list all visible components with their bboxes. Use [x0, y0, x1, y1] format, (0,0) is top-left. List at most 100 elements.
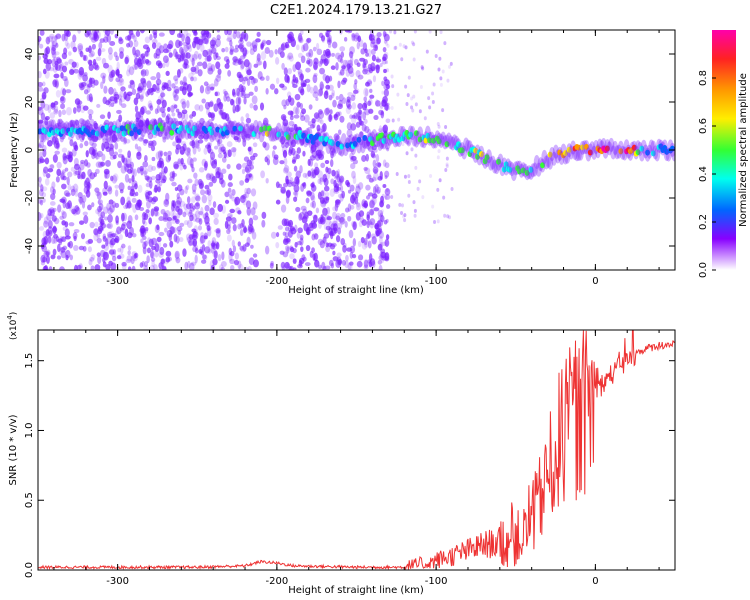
spectrogram-noise-dot	[419, 85, 423, 90]
spectrogram-noise-dot	[253, 63, 259, 68]
spectrogram-noise-dot	[67, 171, 73, 178]
spectrogram-noise-dot	[325, 89, 329, 96]
spectrogram-noise-dot	[134, 191, 139, 197]
spectrogram-noise-dot	[384, 239, 390, 247]
spectrogram-noise-dot	[363, 118, 368, 124]
spectrogram-noise-dot	[347, 104, 352, 110]
spectrogram-noise-dot	[56, 255, 62, 260]
spectrogram-noise-dot	[118, 114, 123, 123]
spectrogram-noise-dot	[213, 78, 219, 87]
spectrogram-noise-dot	[42, 53, 48, 60]
spectrogram-ridge-point	[456, 141, 461, 148]
spectrogram-noise-dot	[383, 39, 387, 44]
spectrogram-noise-dot	[349, 261, 354, 266]
spectrogram-noise-dot	[199, 117, 205, 125]
spectrogram-noise-dot	[52, 225, 57, 235]
spectrogram-noise-dot	[77, 43, 84, 51]
spectrogram-noise-dot	[234, 104, 240, 113]
spectrogram-noise-dot	[158, 32, 165, 37]
spectrogram-noise-dot	[40, 254, 46, 263]
spectrogram-noise-dot	[234, 44, 239, 50]
spectrogram-noise-dot	[171, 112, 176, 117]
spectrogram-noise-dot	[176, 33, 182, 38]
spectrogram-noise-dot	[195, 202, 200, 207]
spectrogram-noise-dot	[331, 169, 336, 177]
spectrogram-noise-dot	[65, 89, 72, 94]
spectrogram-ridge-point	[152, 129, 157, 136]
spectrogram-noise-dot	[280, 262, 286, 270]
spectrogram-noise-dot	[342, 245, 347, 253]
spectrogram-ridge-point	[517, 168, 522, 175]
spectrogram-noise-dot	[282, 167, 289, 174]
spectrogram-noise-dot	[256, 53, 261, 62]
spectrogram-noise-dot	[385, 68, 389, 73]
spectrogram-noise-dot	[150, 175, 156, 181]
spectrogram-noise-dot	[154, 108, 159, 115]
spectrogram-noise-dot	[244, 164, 251, 174]
spectrogram-noise-dot	[124, 56, 129, 65]
spectrogram-noise-dot	[431, 99, 435, 104]
spectrogram-noise-dot	[100, 222, 107, 229]
spectrogram-noise-dot	[118, 233, 123, 241]
spectrogram-noise-dot	[46, 213, 52, 221]
spectrogram-noise-dot	[107, 46, 113, 55]
spectrogram-noise-dot	[436, 219, 440, 224]
spectrogram-noise-dot	[119, 189, 124, 194]
spectrogram-noise-dot	[116, 226, 122, 235]
spectrogram-noise-dot	[150, 76, 157, 81]
spectrogram-noise-dot	[163, 43, 168, 50]
spectrogram-noise-dot	[359, 216, 365, 224]
spectrogram-noise-dot	[436, 155, 440, 160]
spectrogram-noise-dot	[378, 214, 384, 222]
spectrogram-noise-dot	[117, 153, 124, 158]
spectrogram-ridge-point	[276, 131, 282, 138]
spectrogram-noise-dot	[322, 236, 326, 244]
spectrogram-noise-dot	[385, 142, 390, 147]
colorbar-tick-label: 0.2	[698, 214, 709, 230]
spectrogram-noise-dot	[334, 202, 339, 212]
spectrogram-ridge-point	[329, 140, 335, 147]
spectrogram-noise-dot	[158, 267, 163, 270]
spectrogram-noise-dot	[80, 232, 86, 240]
spectrogram-ridge-halo	[610, 145, 617, 160]
spectrogram-ridge-point	[190, 130, 196, 137]
spectrogram-noise-dot	[361, 219, 367, 227]
spectrogram-noise-dot	[333, 227, 338, 234]
spectrogram-ridge-halo	[382, 130, 389, 145]
spectrogram-noise-dot	[204, 189, 210, 195]
spectrogram-noise-dot	[414, 165, 418, 170]
spectrogram-noise-dot	[214, 228, 221, 234]
spectrogram-noise-dot	[355, 202, 361, 211]
spectrogram-noise-dot	[191, 57, 195, 67]
spectrogram-noise-dot	[240, 116, 244, 123]
spectrogram-noise-dot	[371, 54, 377, 62]
spectrogram-noise-dot	[311, 169, 317, 179]
spectrogram-noise-dot	[48, 266, 53, 270]
spectrogram-noise-dot	[421, 66, 425, 71]
spectrogram-y-tick-label: -40	[24, 238, 35, 254]
spectrogram-noise-dot	[380, 209, 384, 214]
spectrogram-noise-dot	[203, 235, 208, 240]
spectrogram-noise-dot	[413, 30, 417, 34]
spectrogram-noise-dot	[301, 44, 306, 53]
spectrogram-noise-dot	[61, 65, 68, 73]
spectrogram-noise-dot	[69, 139, 74, 147]
spectrogram-noise-dot	[224, 191, 230, 198]
spectrogram-noise-dot	[326, 36, 331, 43]
spectrogram-noise-dot	[236, 163, 242, 170]
spectrogram-noise-dot	[307, 121, 313, 126]
spectrogram-noise-dot	[211, 114, 216, 121]
spectrogram-noise-dot	[411, 108, 415, 113]
spectrogram-noise-dot	[126, 91, 133, 97]
spectrogram-noise-dot	[368, 208, 374, 216]
spectrogram-noise-dot	[315, 96, 319, 102]
spectrogram-noise-dot	[60, 250, 67, 259]
spectrogram-noise-dot	[363, 258, 369, 268]
spectrogram-noise-dot	[172, 215, 177, 220]
spectrogram-noise-dot	[166, 113, 171, 120]
spectrogram-noise-dot	[51, 181, 56, 189]
spectrogram-noise-dot	[73, 228, 80, 234]
spectrogram-ridge-point	[379, 132, 385, 139]
spectrogram-noise-dot	[88, 113, 93, 121]
spectrogram-noise-dot	[73, 235, 77, 242]
